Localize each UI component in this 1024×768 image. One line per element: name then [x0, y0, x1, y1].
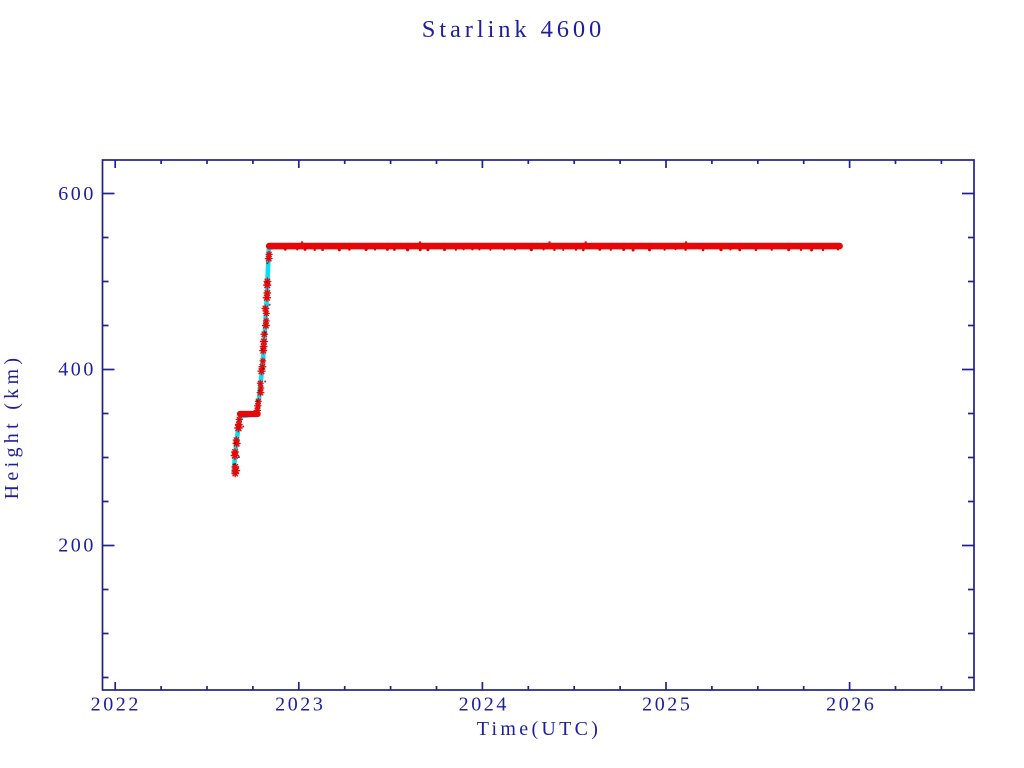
- svg-text:Time(UTC): Time(UTC): [477, 718, 602, 740]
- svg-text:2025: 2025: [642, 694, 692, 716]
- svg-text:Height (km): Height (km): [1, 354, 23, 500]
- svg-text:2024: 2024: [459, 694, 509, 716]
- svg-text:Starlink 4600: Starlink 4600: [422, 16, 605, 43]
- svg-text:600: 600: [58, 183, 96, 205]
- svg-text:2023: 2023: [275, 694, 325, 716]
- svg-text:400: 400: [58, 358, 96, 380]
- svg-text:2022: 2022: [91, 694, 141, 716]
- svg-text:2026: 2026: [826, 694, 876, 716]
- svg-text:200: 200: [58, 535, 96, 557]
